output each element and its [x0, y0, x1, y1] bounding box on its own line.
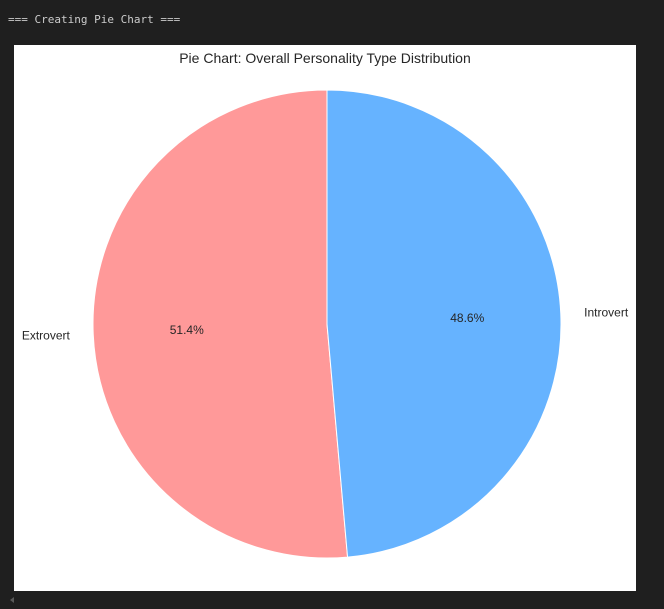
pie-slice-introvert [326, 89, 562, 558]
pie-slice-extrovert [92, 89, 349, 559]
chart-title: Pie Chart: Overall Personality Type Dist… [179, 50, 471, 66]
slice-label-introvert: Introvert [584, 306, 629, 320]
slice-percent-extrovert: 51.4% [170, 323, 204, 337]
console-header-text: === Creating Pie Chart === [8, 13, 181, 26]
pie-chart-svg: Pie Chart: Overall Personality Type Dist… [22, 50, 629, 559]
slice-label-extrovert: Extrovert [22, 328, 71, 342]
slice-percent-introvert: 48.6% [450, 311, 484, 325]
pie-chart-figure: Pie Chart: Overall Personality Type Dist… [14, 45, 636, 591]
pie-slices-group [92, 89, 562, 559]
scroll-left-arrow-icon[interactable] [10, 597, 14, 603]
pie-labels-group: Extrovert 51.4% Introvert 48.6% [22, 306, 629, 343]
